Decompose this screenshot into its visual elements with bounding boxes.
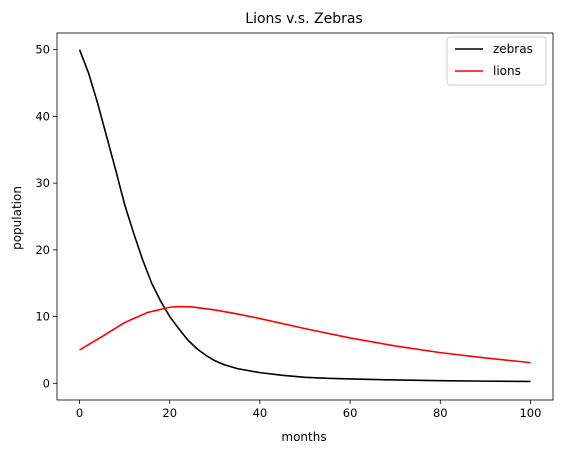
- legend: zebras lions: [446, 36, 547, 86]
- legend-label-zebras: zebras: [493, 42, 533, 56]
- axes-frame: [56, 32, 554, 401]
- y-tick-label: 0: [43, 376, 50, 390]
- x-tick-label: 60: [343, 406, 358, 420]
- y-axis-label: population: [10, 186, 24, 250]
- y-tick-label: 50: [35, 43, 50, 57]
- x-tick-label: 40: [253, 406, 268, 420]
- y-tick-label: 30: [35, 176, 50, 190]
- legend-label-lions: lions: [493, 64, 521, 78]
- series-line-lions: [79, 305, 531, 364]
- chart-title: Lions v.s. Zebras: [245, 11, 362, 27]
- y-tick-label: 20: [35, 243, 50, 257]
- x-tick-label: 80: [433, 406, 448, 420]
- x-axis: 0 20 40 60 80 100: [76, 400, 541, 420]
- x-tick-label: 0: [76, 406, 83, 420]
- y-tick-label: 10: [35, 310, 50, 324]
- x-axis-label: months: [281, 430, 326, 444]
- series-line-zebras: [78, 49, 531, 383]
- x-tick-label: 20: [162, 406, 177, 420]
- x-tick-label: 100: [519, 406, 541, 420]
- y-tick-label: 40: [35, 109, 50, 123]
- y-axis: 0 10 20 30 40 50: [35, 43, 57, 390]
- plot-area: [56, 32, 554, 401]
